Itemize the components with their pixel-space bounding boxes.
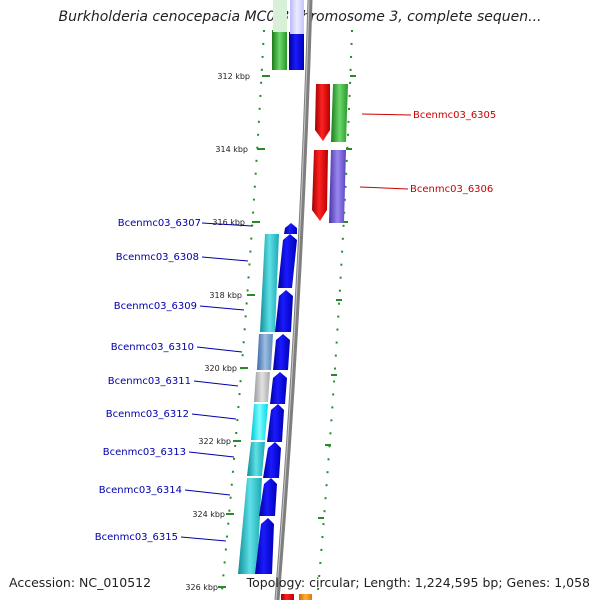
- gene-label[interactable]: Bcenmc03_6308: [116, 252, 199, 263]
- gene-cyan-6313[interactable]: [247, 442, 265, 476]
- tick-label: 316 kbp: [212, 218, 245, 227]
- gene-label[interactable]: Bcenmc03_6307: [118, 218, 201, 229]
- gene-bcenmc03-6306[interactable]: [312, 150, 328, 221]
- tick-label: 312 kbp: [217, 72, 250, 81]
- gene-blue-f[interactable]: [263, 442, 281, 478]
- gene-label[interactable]: Bcenmc03_6306: [410, 184, 493, 195]
- gene-blue-c[interactable]: [273, 334, 290, 370]
- tick-label: 318 kbp: [209, 291, 242, 300]
- gene-bottom-orange[interactable]: [299, 594, 312, 600]
- gene-label[interactable]: Bcenmc03_6311: [108, 376, 191, 387]
- gene-blue-g[interactable]: [259, 478, 277, 516]
- backbone-highlight: [275, 0, 310, 600]
- tick-label: 320 kbp: [204, 364, 237, 373]
- gene-blue-h[interactable]: [255, 518, 274, 574]
- accession-text: Accession: NC_010512: [9, 575, 152, 590]
- gene-grey-6311[interactable]: [254, 372, 270, 402]
- summary-text: Topology: circular; Length: 1,224,595 bp…: [246, 575, 590, 590]
- gene-steel-6310[interactable]: [257, 334, 273, 370]
- gene-blue-e[interactable]: [267, 404, 284, 442]
- tick-labels: 312 kbp 314 kbp 316 kbp 318 kbp 320 kbp …: [185, 72, 250, 592]
- gene-label[interactable]: Bcenmc03_6305: [413, 110, 496, 121]
- tick-label: 326 kbp: [185, 583, 218, 592]
- gene-label[interactable]: Bcenmc03_6315: [95, 532, 178, 543]
- gene-bcenmc03-6305[interactable]: [315, 84, 330, 141]
- gene-blue-d[interactable]: [270, 372, 287, 404]
- gene-cyan-6308[interactable]: [260, 234, 279, 332]
- track-outer-left: [221, 29, 265, 591]
- gene-labels-left: Bcenmc03_6307 Bcenmc03_6308 Bcenmc03_630…: [95, 218, 201, 543]
- gene-purple-right[interactable]: [329, 150, 346, 223]
- tick-label: 314 kbp: [215, 145, 248, 154]
- gene-label[interactable]: Bcenmc03_6312: [106, 409, 189, 420]
- gene-label[interactable]: Bcenmc03_6309: [114, 301, 197, 312]
- leader-lines: [180, 113, 412, 542]
- gene-top-blue[interactable]: [289, 0, 304, 70]
- gene-blue-a[interactable]: [278, 234, 297, 288]
- gene-label[interactable]: Bcenmc03_6313: [103, 447, 186, 458]
- backbone-line: [274, 0, 313, 600]
- gene-cyan-6314[interactable]: [238, 478, 262, 574]
- gene-label[interactable]: Bcenmc03_6314: [99, 485, 182, 496]
- gene-blue-b[interactable]: [275, 290, 293, 332]
- gene-blue-6307[interactable]: [284, 223, 297, 234]
- gene-labels-right: Bcenmc03_6305 Bcenmc03_6306: [410, 110, 496, 195]
- gene-top-pale: [273, 0, 287, 32]
- scale-ticks: [218, 75, 356, 588]
- tick-label: 322 kbp: [198, 437, 231, 446]
- gene-cyan-6312[interactable]: [251, 404, 268, 440]
- gene-label[interactable]: Bcenmc03_6310: [111, 342, 194, 353]
- gene-top-green[interactable]: [272, 30, 287, 70]
- gene-green-right[interactable]: [331, 84, 348, 142]
- gene-bottom-red[interactable]: [281, 594, 294, 600]
- tick-label: 324 kbp: [192, 510, 225, 519]
